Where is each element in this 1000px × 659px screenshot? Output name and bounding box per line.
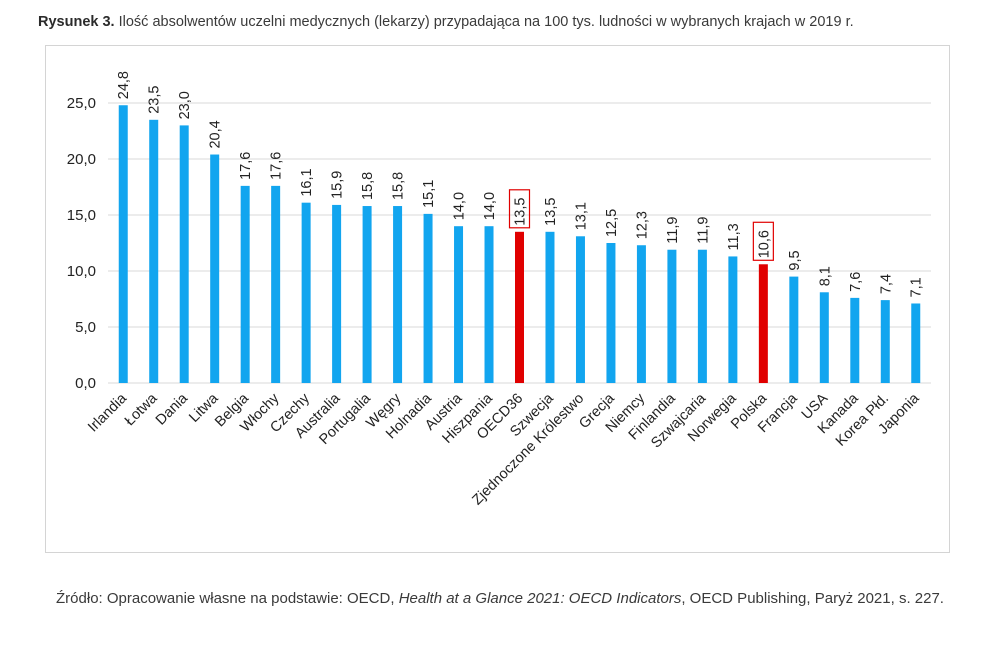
value-label: 7,6	[848, 272, 864, 292]
bar	[423, 213, 433, 383]
value-label: 17,6	[269, 152, 285, 180]
value-label: 14,0	[482, 192, 498, 220]
value-label: 7,1	[909, 277, 925, 297]
bar	[118, 105, 128, 384]
value-label: 15,1	[421, 180, 437, 208]
bar	[697, 249, 707, 383]
value-label: 13,5	[543, 198, 559, 226]
value-label: 20,4	[208, 120, 224, 148]
bar	[362, 206, 372, 383]
value-label: 15,9	[330, 171, 346, 199]
source-title: Health at a Glance 2021: OECD Indicators	[398, 590, 682, 607]
figure-caption-prefix: Rysunek 3.	[38, 14, 115, 30]
value-label: 8,1	[817, 266, 833, 286]
bar	[667, 249, 677, 383]
value-label: 7,4	[878, 274, 894, 294]
value-label: 14,0	[452, 192, 468, 220]
bar	[149, 119, 159, 384]
value-label: 23,5	[147, 86, 163, 114]
y-tick-label: 15,0	[67, 207, 96, 224]
highlight-box	[508, 189, 531, 229]
source-prefix: Źródło: Opracowanie własne na podstawie:…	[56, 590, 399, 607]
highlight-box	[752, 221, 774, 261]
value-label: 13,5	[513, 198, 529, 226]
value-labels: 24,8 23,5 23,0 20,4 17,6 17,6 16,1 15,9 15,8 15,8…	[116, 71, 925, 297]
y-axis-ticks: 0,0 5,0 10,0 15,0 20,0 25,0	[67, 95, 96, 392]
value-label: 17,6	[238, 152, 254, 180]
bar-chart: 0,0 5,0 10,0 15,0 20,0 25,0 24,8 23,5 23,0 20,4 1…	[67, 71, 931, 509]
value-label: 10,6	[756, 230, 772, 258]
category-labels: IrlandiaŁotwaDaniaLitwaBelgiaWłochyCzech…	[85, 390, 923, 509]
value-label: 11,9	[695, 217, 711, 244]
category-label: Łotwa	[122, 390, 161, 429]
figure-caption: Rysunek 3. Ilość absolwentów uczelni med…	[38, 14, 978, 30]
value-label: 11,3	[726, 223, 742, 250]
value-label: 9,5	[787, 250, 803, 270]
value-label: 16,1	[299, 168, 315, 196]
y-tick-label: 25,0	[67, 95, 96, 112]
y-tick-label: 20,0	[67, 151, 96, 168]
bar	[515, 231, 524, 383]
bar	[271, 185, 281, 383]
value-label: 15,8	[391, 172, 407, 200]
bar	[575, 236, 585, 383]
value-label: 13,1	[573, 202, 589, 230]
bar	[880, 300, 890, 383]
bar	[789, 276, 799, 383]
bars	[118, 105, 921, 384]
bar	[819, 292, 829, 383]
figure-caption-text: Ilość absolwentów uczelni medycznych (le…	[118, 14, 854, 30]
bar	[454, 226, 464, 383]
y-tick-label: 10,0	[67, 263, 96, 280]
bar	[301, 202, 311, 383]
bar	[911, 303, 921, 383]
category-label: Dania	[153, 390, 192, 429]
source-note: Źródło: Opracowanie własne na podstawie:…	[0, 585, 1000, 612]
bar	[636, 245, 646, 383]
bar	[728, 256, 738, 383]
category-label: Irlandia	[85, 390, 131, 436]
bar	[179, 125, 189, 384]
value-label: 15,8	[360, 172, 376, 200]
bar	[240, 185, 250, 383]
bar	[393, 206, 403, 383]
bar	[758, 264, 768, 383]
chart-frame: 0,0 5,0 10,0 15,0 20,0 25,0 24,8 23,5 23,0 20,4 1…	[45, 45, 950, 553]
value-label: 24,8	[116, 71, 132, 99]
y-tick-label: 0,0	[75, 375, 96, 392]
y-tick-label: 5,0	[75, 319, 96, 336]
bar	[484, 226, 494, 383]
bar	[850, 297, 860, 383]
value-label: 11,9	[665, 217, 681, 244]
bar	[545, 231, 555, 383]
bar	[606, 243, 616, 383]
bar	[210, 154, 220, 383]
value-label: 23,0	[177, 91, 193, 119]
value-label: 12,3	[634, 211, 650, 239]
value-label: 12,5	[604, 209, 620, 237]
bar	[332, 204, 342, 383]
source-suffix: , OECD Publishing, Paryż 2021, s. 227.	[681, 590, 944, 607]
